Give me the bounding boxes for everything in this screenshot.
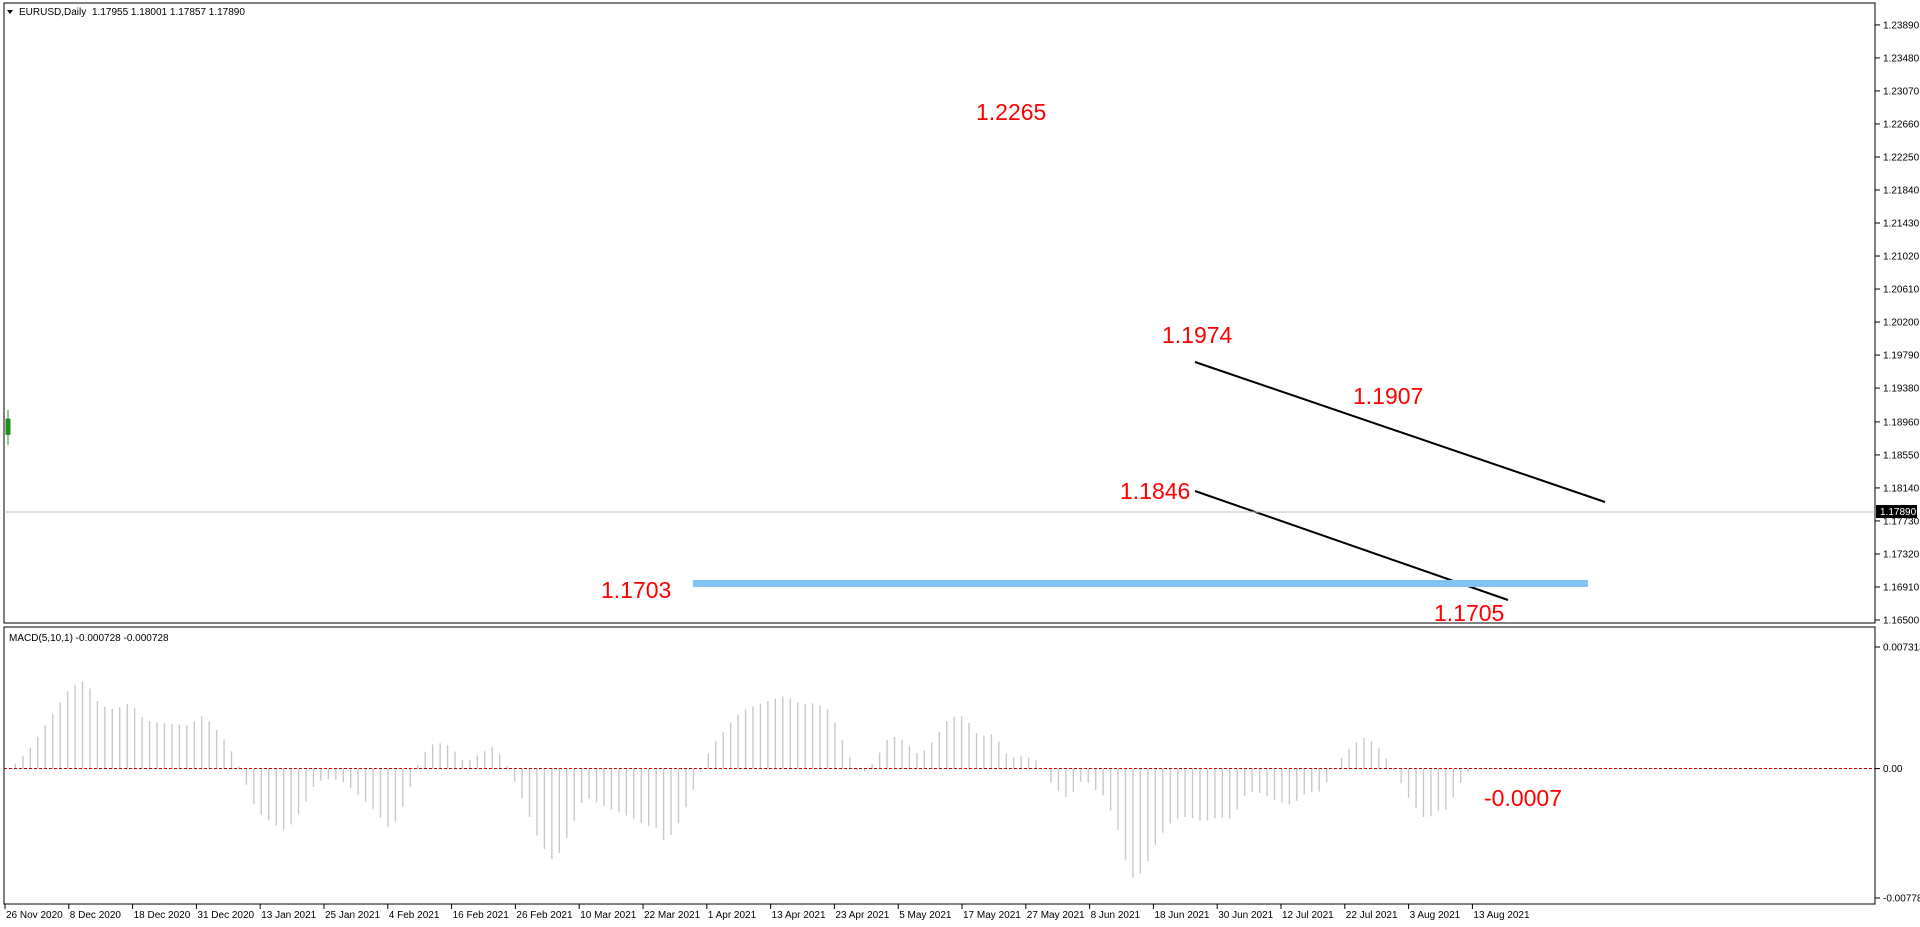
date-tick-label: 8 Jun 2021 [1091,910,1141,921]
price-tick-label: 1.18960 [1883,417,1920,428]
date-tick-label: 17 May 2021 [963,910,1021,921]
date-tick-label: 31 Dec 2020 [197,910,254,921]
date-tick-label: 23 Apr 2021 [835,910,889,921]
date-tick-label: 30 Jun 2021 [1218,910,1273,921]
price-tick-label: 1.18550 [1883,450,1920,461]
date-tick-label: 12 Jul 2021 [1282,910,1334,921]
annotation-1-1705: 1.1705 [1434,600,1504,626]
chart-symbol: EURUSD,Daily [19,7,86,18]
date-tick-label: 13 Apr 2021 [772,910,826,921]
chart-ohlc: 1.17955 1.18001 1.17857 1.17890 [92,7,245,18]
price-tick-label: 1.18140 [1883,483,1920,494]
chart-menu-triangle-icon[interactable] [7,10,13,14]
annotation-1-1974: 1.1974 [1162,322,1233,348]
price-tick-label: 1.22660 [1883,119,1920,130]
macd-tick-label: -0.007787 [1883,894,1920,905]
candles[interactable] [5,0,1469,445]
price-tick-label: 1.19790 [1883,351,1920,362]
price-tick-label: 1.20200 [1883,318,1920,329]
price-panel-frame [3,2,1876,624]
date-tick-label: 22 Jul 2021 [1346,910,1398,921]
price-tick-label: 1.20610 [1883,285,1920,296]
annotation-high-1-2265: 1.2265 [976,99,1046,125]
price-tick-label: 1.23480 [1883,53,1920,64]
price-tick-label: 1.23070 [1883,86,1920,97]
annotation-1-1846: 1.1846 [1120,478,1190,504]
date-tick-label: 22 Mar 2021 [644,910,701,921]
date-tick-label: 27 May 2021 [1027,910,1085,921]
date-tick-label: 3 Aug 2021 [1410,910,1461,921]
support-zone[interactable] [693,580,1588,587]
macd-header: MACD(5,10,1) -0.000728 -0.000728 [9,633,169,644]
price-tick-label: 1.16910 [1883,582,1920,593]
price-tick-label: 1.23890 [1883,20,1920,31]
price-tick-label: 1.21840 [1883,185,1920,196]
date-tick-label: 16 Feb 2021 [453,910,510,921]
candle-body[interactable] [5,418,11,435]
date-tick-label: 13 Aug 2021 [1473,910,1530,921]
price-tick-label: 1.16500 [1883,616,1920,627]
current-price-label: 1.17890 [1880,507,1917,518]
date-tick-label: 26 Nov 2020 [6,910,63,921]
date-tick-label: 26 Feb 2021 [516,910,573,921]
date-tick-label: 1 Apr 2021 [708,910,757,921]
price-tick-label: 1.19380 [1883,384,1920,395]
date-tick-label: 18 Dec 2020 [134,910,191,921]
annotation-1-1703: 1.1703 [601,577,671,603]
price-tick-label: 1.21020 [1883,252,1920,263]
annotation-1-1907: 1.1907 [1353,383,1423,409]
date-tick-label: 25 Jan 2021 [325,910,380,921]
channel-upper-line[interactable] [1194,361,1606,503]
price-tick-label: 1.21430 [1883,219,1920,230]
date-tick-label: 13 Jan 2021 [261,910,316,921]
price-tick-label: 1.17730 [1883,516,1920,527]
date-tick-label: 10 Mar 2021 [580,910,637,921]
price-axis: 1.23890 1.23480 1.23070 1.22660 1.22250 1.218… [1875,20,1920,627]
date-axis: 26 Nov 2020 8 Dec 2020 18 Dec 2020 31 Dec 2… [4,904,1530,921]
price-tick-label: 1.22250 [1883,152,1920,163]
macd-tick-label: 0.00 [1883,764,1903,775]
macd-axis: 0.007313 0.00 -0.007787 [1875,643,1920,905]
current-price-tag [1876,505,1917,518]
price-tick-label: 1.17320 [1883,549,1920,560]
macd-tick-label: 0.007313 [1883,643,1920,654]
date-tick-label: 18 Jun 2021 [1154,910,1209,921]
macd-histogram [4,681,1875,878]
date-tick-label: 5 May 2021 [899,910,952,921]
annotation-macd-value: -0.0007 [1484,785,1562,811]
date-tick-label: 4 Feb 2021 [389,910,440,921]
date-tick-label: 8 Dec 2020 [70,910,122,921]
